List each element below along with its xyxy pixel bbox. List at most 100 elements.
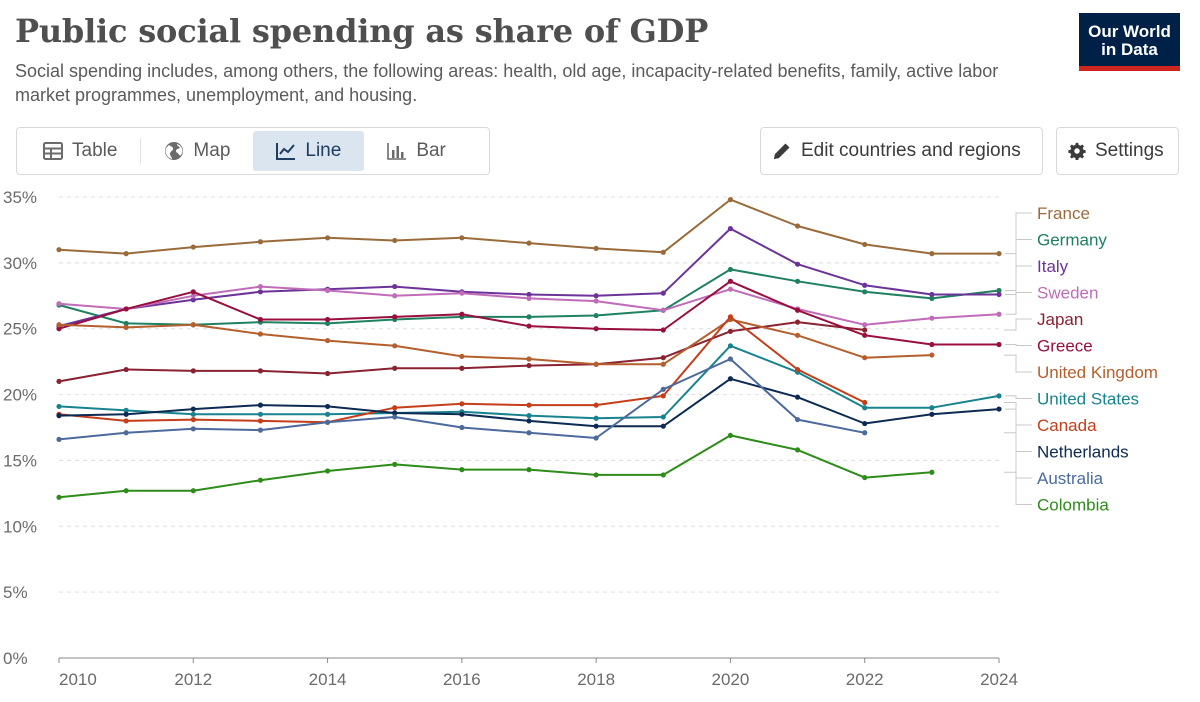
legend-label-italy: Italy [1037, 257, 1069, 276]
data-point-sweden-2019 [660, 307, 666, 313]
data-point-sweden-2018 [593, 298, 599, 304]
legend-label-united-states: United States [1037, 390, 1139, 409]
logo-line-1: Our World [1088, 21, 1171, 41]
legend-connector-colombia [1004, 471, 1032, 505]
data-point-netherlands-2014 [324, 403, 331, 410]
data-point-japan-2020 [727, 328, 734, 334]
y-tick-label-0: 0% [3, 649, 28, 668]
data-point-united-states-2023 [929, 405, 935, 411]
data-point-germany-2017 [526, 314, 532, 320]
data-point-netherlands-2024 [996, 406, 1002, 412]
tab-map[interactable]: Map [141, 131, 253, 171]
data-point-germany-2014 [324, 320, 331, 327]
data-point-netherlands-2016 [459, 411, 465, 417]
tab-line-label: Line [305, 140, 342, 161]
data-point-italy-2015 [392, 283, 398, 290]
legend-connector-japan [1004, 318, 1032, 331]
legend-label-netherlands: Netherlands [1037, 443, 1129, 462]
x-tick-label-2014: 2014 [309, 670, 347, 689]
data-point-colombia-2021 [794, 447, 801, 453]
data-point-united-kingdom-2014 [324, 337, 331, 344]
legend-label-greece: Greece [1037, 337, 1093, 356]
data-point-canada-2013 [257, 418, 264, 424]
data-point-australia-2010 [56, 436, 62, 442]
data-point-colombia-2019 [660, 472, 666, 478]
data-point-france-2012 [190, 244, 196, 250]
edit-countries-button[interactable]: Edit countries and regions [760, 127, 1043, 175]
tab-bar-label: Bar [416, 140, 446, 161]
tab-map-label: Map [193, 140, 231, 161]
data-point-italy-2013 [257, 289, 264, 295]
legend-label-germany: Germany [1037, 231, 1107, 250]
y-tick-label-30: 30% [3, 254, 37, 273]
data-point-germany-2018 [593, 312, 599, 319]
tab-line[interactable]: Line [253, 131, 365, 171]
tab-divider [140, 138, 142, 164]
data-point-united-states-2018 [593, 415, 599, 421]
data-point-netherlands-2020 [727, 376, 734, 382]
data-point-germany-2022 [862, 289, 868, 295]
data-point-colombia-2017 [526, 467, 532, 473]
data-point-australia-2015 [392, 414, 398, 420]
table-icon [43, 142, 63, 160]
y-tick-label-5: 5% [3, 583, 28, 602]
legend-connector-greece [1005, 344, 1032, 346]
data-point-sweden-2013 [257, 283, 264, 290]
data-point-colombia-2018 [593, 472, 599, 478]
data-point-united-states-2019 [660, 414, 666, 420]
data-point-france-2015 [392, 237, 398, 244]
data-point-france-2013 [257, 239, 264, 245]
data-point-united-states-2020 [727, 343, 734, 349]
data-point-sweden-2015 [392, 293, 398, 299]
data-point-colombia-2010 [56, 494, 62, 500]
data-point-united-kingdom-2023 [929, 352, 935, 358]
data-point-france-2022 [862, 241, 868, 248]
legend-connector-united-states [1005, 395, 1032, 399]
data-point-netherlands-2019 [660, 423, 666, 429]
data-point-colombia-2012 [190, 488, 196, 494]
data-point-italy-2021 [794, 261, 801, 267]
data-point-italy-2023 [929, 291, 935, 298]
legend-connector-united-kingdom [1004, 354, 1032, 373]
data-point-united-kingdom-2015 [392, 343, 398, 349]
data-point-netherlands-2022 [862, 420, 868, 427]
data-point-greece-2019 [660, 327, 666, 333]
legend-label-france: France [1037, 204, 1090, 223]
data-point-greece-2023 [929, 341, 935, 348]
data-point-greece-2014 [324, 316, 331, 323]
data-point-sweden-2024 [996, 311, 1002, 317]
data-point-sweden-2022 [862, 322, 868, 328]
data-point-germany-2021 [794, 278, 801, 284]
legend-connector-australia [1004, 432, 1032, 479]
data-point-france-2016 [459, 235, 465, 241]
data-point-netherlands-2011 [123, 411, 129, 417]
data-point-canada-2021 [794, 366, 801, 373]
data-point-united-kingdom-2011 [123, 324, 129, 330]
data-point-united-states-2024 [996, 393, 1002, 399]
settings-button[interactable]: Settings [1056, 127, 1179, 175]
data-point-colombia-2016 [459, 467, 465, 473]
x-tick-label-2012: 2012 [174, 670, 212, 689]
data-point-netherlands-2021 [794, 394, 801, 400]
globe-icon [165, 142, 184, 160]
data-point-france-2021 [794, 223, 801, 229]
data-point-canada-2011 [123, 418, 129, 424]
data-point-australia-2014 [324, 419, 331, 425]
edit-countries-label: Edit countries and regions [801, 140, 1021, 161]
data-point-greece-2012 [190, 289, 196, 295]
data-point-australia-2019 [660, 386, 666, 392]
data-point-canada-2019 [660, 393, 666, 399]
owid-logo[interactable]: Our World in Data [1079, 13, 1180, 71]
data-point-netherlands-2012 [190, 406, 196, 412]
data-point-canada-2012 [190, 416, 196, 423]
data-point-sweden-2012 [190, 293, 196, 299]
chart-subtitle: Social spending includes, among others, … [15, 61, 999, 105]
tab-table[interactable]: Table [20, 131, 140, 171]
data-point-united-kingdom-2021 [794, 332, 801, 338]
data-point-colombia-2011 [123, 488, 129, 494]
line-chart: 0% 5% 10% 15% 20% 25% 30% 35% 2010 2012 2014 2016 20… [3, 188, 1158, 689]
data-point-sweden-2023 [929, 315, 935, 321]
legend-connector-france [1005, 212, 1032, 255]
tab-bar[interactable]: Bar [364, 131, 469, 171]
gear-icon [1068, 142, 1086, 160]
